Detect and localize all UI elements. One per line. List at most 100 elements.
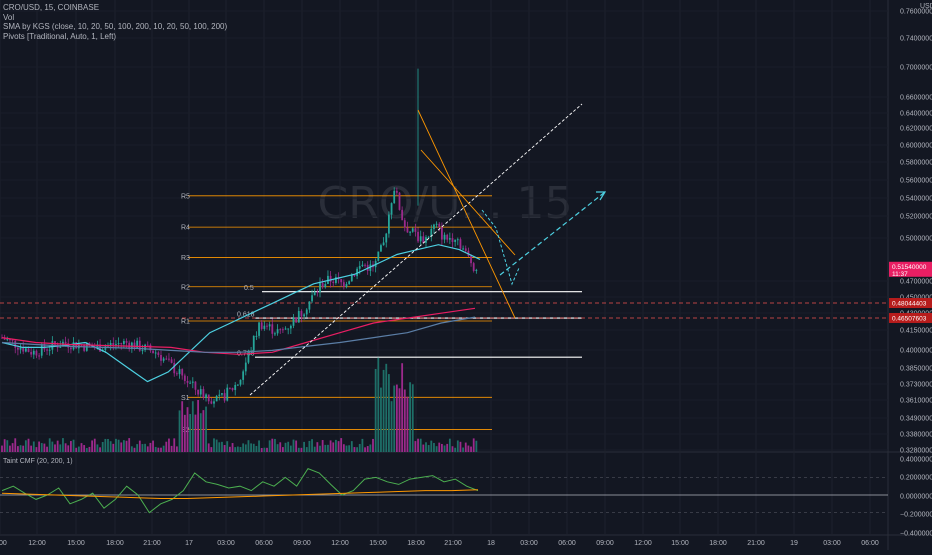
candle-body (191, 381, 194, 383)
candle-body (247, 352, 250, 363)
candle-body (348, 281, 351, 284)
volume-bar (441, 443, 443, 452)
candle-body (109, 343, 112, 346)
candle-body (342, 282, 345, 287)
candle-body (300, 310, 303, 317)
candle-body (356, 268, 358, 277)
volume-bar (364, 447, 366, 452)
candle-body (99, 344, 101, 352)
candle-body (186, 380, 189, 383)
candle-body (24, 348, 27, 352)
cmf-line (1, 467, 479, 514)
volume-bar (470, 446, 472, 452)
candle-body (321, 283, 324, 288)
symbol-legend[interactable]: CRO/USD, 15, COINBASE (3, 3, 100, 12)
volume-bar (154, 446, 157, 452)
candle-body (123, 341, 125, 344)
candle-body (435, 223, 438, 225)
volume-bar (438, 442, 441, 452)
candlesticks[interactable] (1, 68, 478, 408)
drawing-tools[interactable] (249, 103, 607, 396)
cmf-tick-label: 0.2000000 (900, 475, 932, 482)
sma-line (1, 307, 476, 355)
projection-arrow[interactable] (499, 191, 606, 276)
channel-line-lower[interactable] (420, 149, 516, 256)
candle-body (19, 347, 22, 350)
volume-bar (109, 441, 112, 452)
candle-body (202, 389, 205, 399)
current-price-label: 0.51540000 (892, 264, 927, 271)
candle-body (451, 238, 454, 242)
candle-body (456, 239, 459, 241)
volume-bar (382, 369, 385, 452)
volume-bar (295, 440, 298, 452)
pivot-label: R2 (181, 284, 190, 291)
time-tick-label: 03:00 (823, 540, 841, 547)
candle-body (11, 339, 14, 341)
projection-path[interactable] (481, 209, 520, 286)
candle-body (59, 346, 62, 348)
candle-body (154, 352, 157, 354)
candle-body (210, 401, 213, 404)
volume-bar (433, 442, 435, 452)
chart-legend: CRO/USD, 15, COINBASE Vol SMA by KGS (cl… (3, 3, 227, 41)
time-tick-label: 12:00 (634, 540, 652, 547)
cmf-tick-label: −0.4000000 (900, 531, 932, 538)
volume-bar (215, 439, 218, 452)
volume-bar (62, 438, 64, 452)
candle-body (178, 369, 181, 375)
candle-body (266, 325, 268, 327)
candle-body (441, 227, 443, 240)
volume-legend[interactable]: Vol (3, 12, 15, 22)
candle-body (398, 192, 401, 210)
volume-bar (390, 401, 393, 452)
volume-bar (454, 447, 457, 452)
channel-line-upper[interactable] (417, 109, 516, 319)
volume-bar (85, 447, 88, 452)
candle-body (234, 385, 237, 390)
volume-bar (358, 443, 361, 452)
candle-body (377, 251, 380, 261)
candle-body (231, 388, 234, 390)
volume-bar (136, 444, 139, 452)
volume-bar (239, 446, 242, 452)
pivots-legend[interactable]: Pivots [Traditional, Auto, 1, Left) (3, 31, 117, 41)
volume-bar (101, 441, 104, 452)
trendline-dashed[interactable] (249, 103, 583, 396)
volume-bar (361, 438, 364, 452)
volume-bar (146, 446, 149, 452)
volume-bar (93, 438, 96, 452)
volume-bar (186, 407, 189, 452)
candle-body (425, 237, 427, 243)
candle-body (229, 387, 231, 389)
time-tick-label: 06:00 (861, 540, 879, 547)
volume-bar (133, 447, 136, 452)
volume-bar (430, 440, 433, 452)
candle-body (165, 358, 168, 360)
time-tick-label: 19 (790, 540, 798, 547)
cmf-pane[interactable]: Taint CMF (20, 200, 1) (0, 458, 888, 514)
volume-bar (250, 443, 252, 452)
volume-bar (104, 438, 107, 452)
candle-body (252, 335, 255, 351)
volume-bar (409, 382, 411, 452)
volume-bar (70, 441, 72, 452)
candle-body (258, 322, 260, 336)
time-tick-label: 12:00 (331, 540, 349, 547)
candle-body (133, 342, 136, 349)
volume-bar (300, 447, 303, 452)
candle-body (430, 228, 433, 237)
volume-bar (271, 438, 274, 452)
volume-bar (324, 444, 327, 452)
candle-body (136, 340, 139, 349)
sma-legend[interactable]: SMA by KGS (close, 10, 20, 50, 100, 200,… (3, 22, 228, 31)
candle-body (438, 223, 441, 228)
time-axis[interactable]: 9:00 12:00 15:00 18:00 21:00 17 03:00 06:00 09:0… (0, 540, 879, 547)
volume-bar (422, 444, 425, 452)
